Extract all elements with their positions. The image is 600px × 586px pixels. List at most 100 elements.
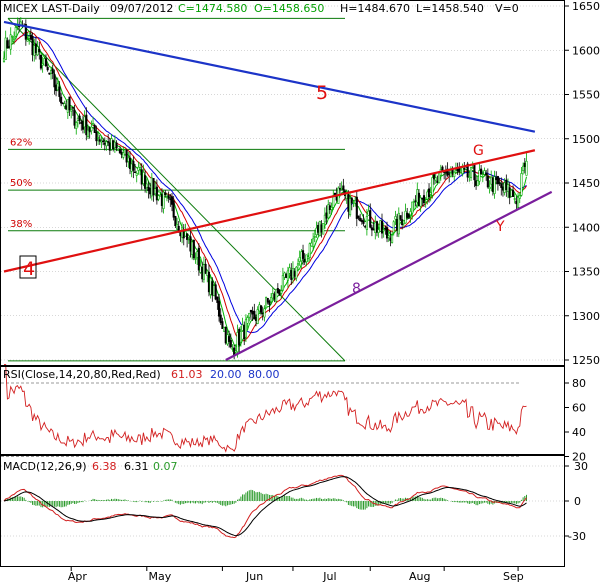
candle [4,30,7,60]
candle [2,51,6,63]
candle [419,195,422,212]
header-close: C=1474.580 [178,2,247,15]
rsi-upper: 80.00 [248,368,280,381]
wave-label-8: 8 [352,281,361,297]
candle [493,170,496,199]
candle [275,288,278,303]
candle [476,176,479,187]
candle [86,124,90,139]
ma-slow-line [3,34,527,334]
candle [369,203,372,229]
candle [194,252,197,264]
candle [380,213,384,239]
candle [469,166,473,181]
price-tick-label: 1600 [572,44,600,57]
candle [14,26,17,39]
candle [308,242,311,262]
candle [224,326,227,345]
header-date: 09/07/2012 [110,2,173,15]
candle [485,169,488,181]
rsi-tick-label: 80 [572,377,586,390]
candle [478,163,481,185]
candle [357,215,360,221]
price-header: MICEX LAST-Daily 09/07/2012 C=1474.580 O… [3,2,519,15]
candle [286,266,289,288]
candle [362,214,365,227]
candle [46,63,49,72]
candle [162,189,165,214]
candle [223,326,226,332]
candle [399,215,402,222]
header-symbol: MICEX LAST-Daily [3,2,100,15]
candle [157,194,160,202]
candle [144,169,147,193]
candle [125,148,128,168]
candle [216,296,219,310]
candle [244,314,247,343]
price-tick-label: 1550 [572,89,600,102]
candle [350,197,353,211]
header-volume: V=0 [495,2,519,15]
price-tick-label: 1500 [572,133,600,146]
candle [68,96,71,117]
candle [518,192,521,204]
candle [412,198,415,210]
candle [71,107,74,116]
candle [78,113,81,125]
trendlines [3,20,553,361]
candle [483,167,486,177]
candle [407,213,410,220]
x-tick-label: May [149,570,172,583]
candle [520,166,523,197]
x-tick-label: Sep [503,570,524,583]
candle [266,297,269,305]
candle [239,325,242,347]
fib-label-50: 50% [10,178,32,189]
candle [192,239,195,261]
rsi-value: 61.03 [171,368,203,381]
candle [152,178,155,202]
candle [281,267,284,291]
candle [296,258,300,271]
candle [510,190,513,198]
candlesticks [2,17,528,360]
candle [392,220,395,236]
candle [44,54,48,68]
candle [9,27,12,55]
candle [102,137,105,146]
candle [90,120,93,135]
header-high: H=1484.670 [340,2,410,15]
candle [118,146,121,154]
candle [313,229,316,242]
x-axis: Apr May Jun Jul Aug Sep [68,566,524,583]
candle [24,19,27,46]
rsi-lower: 20.00 [210,368,242,381]
candle [473,164,476,188]
candle [256,306,259,325]
candle [387,230,390,242]
candle [434,173,437,184]
fibonacci-levels [7,17,346,362]
candle [500,177,503,196]
macd-header: MACD(12,26,9) 6.38 6.31 0.07 [3,460,178,473]
candle [85,107,88,141]
candle [322,222,325,235]
candle [280,285,283,299]
fib-label-38: 38% [10,219,32,230]
candle [229,333,232,349]
price-tick-label: 1450 [572,177,600,190]
candle [228,330,231,348]
candle [480,164,483,175]
candle [355,190,358,227]
price-tick-label: 1400 [572,221,600,234]
candle [449,166,452,178]
candle [107,134,110,147]
trendline-5 [3,20,536,133]
candle [145,178,148,194]
candle [186,233,189,248]
candle [13,31,16,45]
candle [204,258,207,275]
candle [212,284,216,297]
